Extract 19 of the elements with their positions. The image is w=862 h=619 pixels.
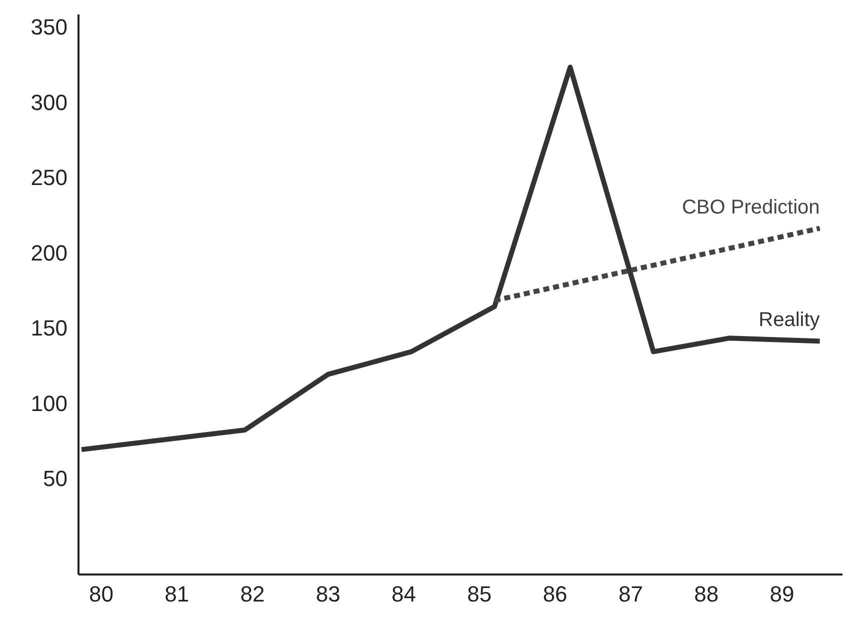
y-tick-label: 250: [30, 165, 68, 190]
y-tick-label: 50: [43, 466, 68, 492]
y-tick-label: 150: [30, 316, 68, 341]
series-label: CBO Prediction: [682, 196, 820, 218]
x-tick-label: 85: [467, 582, 492, 606]
x-tick-label: 89: [770, 582, 794, 606]
x-tick-label: 87: [618, 582, 643, 606]
x-tick-label: 84: [392, 582, 416, 606]
y-tick-label: 100: [30, 390, 68, 416]
x-tick-label: 82: [240, 582, 265, 606]
y-tick-label: 300: [30, 90, 68, 115]
x-tick-label: 88: [694, 582, 719, 606]
y-tick-label: 350: [30, 14, 68, 40]
series-label: Reality: [758, 309, 820, 332]
x-tick-label: 86: [542, 582, 568, 606]
x-tick-label: 81: [164, 582, 190, 606]
x-tick-label: 80: [88, 582, 114, 606]
x-tick-label: 83: [316, 582, 340, 606]
y-tick-label: 200: [30, 240, 68, 266]
